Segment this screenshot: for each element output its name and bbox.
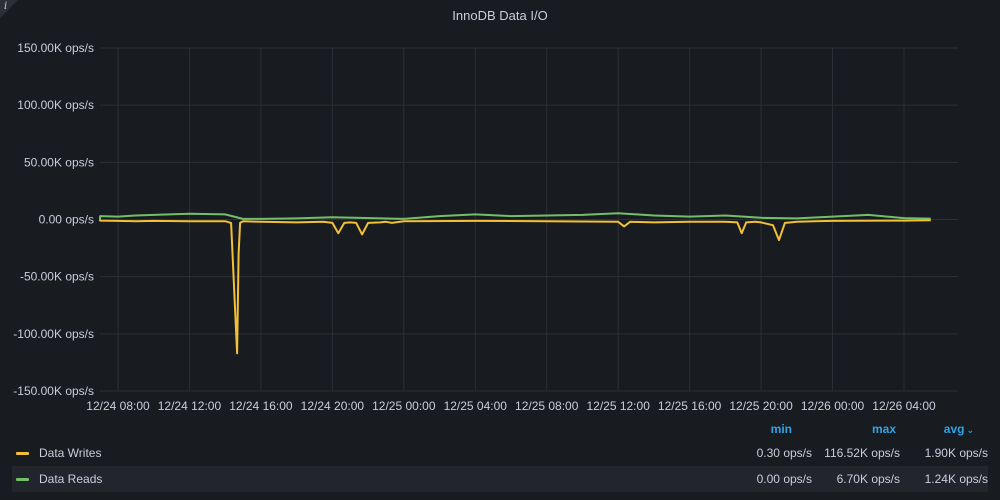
- series-line-data-writes: [99, 219, 931, 355]
- x-tick-label: 12/26 00:00: [801, 399, 865, 413]
- y-tick-label: 50.00K ops/s: [24, 155, 94, 169]
- series-color-swatch: [16, 452, 29, 455]
- legend-series-name[interactable]: Data Reads: [39, 472, 103, 486]
- y-tick-label: 0.00 ops/s: [39, 213, 94, 227]
- legend-header: min max avg ⌄: [12, 418, 988, 440]
- legend-row-data-reads[interactable]: Data Reads 0.00 ops/s 6.70K ops/s 1.24K …: [12, 466, 988, 492]
- x-tick-label: 12/26 04:00: [872, 399, 936, 413]
- timeseries-chart[interactable]: 150.00K ops/s 100.00K ops/s 50.00K ops/s 0.…: [0, 0, 1000, 415]
- legend-min-value: 0.30 ops/s: [756, 446, 812, 460]
- y-tick-label: 150.00K ops/s: [17, 41, 94, 55]
- x-axis: 12/24 08:00 12/24 12:00 12/24 16:00 12/24 2…: [86, 399, 936, 413]
- series-line-data-reads: [99, 212, 931, 220]
- chevron-down-icon[interactable]: ⌄: [966, 425, 974, 435]
- y-tick-label: -50.00K ops/s: [20, 270, 94, 284]
- y-tick-label: -150.00K ops/s: [13, 384, 94, 398]
- y-tick-label: 100.00K ops/s: [17, 98, 94, 112]
- x-tick-label: 12/24 08:00: [86, 399, 150, 413]
- legend-header-avg[interactable]: avg ⌄: [944, 422, 974, 436]
- grid: [100, 47, 958, 392]
- legend-row-data-writes[interactable]: Data Writes 0.30 ops/s 116.52K ops/s 1.9…: [12, 440, 988, 466]
- x-tick-label: 12/25 12:00: [586, 399, 650, 413]
- x-tick-label: 12/25 20:00: [729, 399, 793, 413]
- legend-avg-value: 1.90K ops/s: [924, 446, 988, 460]
- y-axis: 150.00K ops/s 100.00K ops/s 50.00K ops/s 0.…: [13, 41, 94, 398]
- legend-header-avg-label[interactable]: avg: [943, 422, 965, 436]
- series-color-swatch: [16, 478, 29, 481]
- panel-title[interactable]: InnoDB Data I/O: [452, 8, 548, 23]
- legend-max-value: 116.52K ops/s: [824, 446, 900, 460]
- info-icon[interactable]: i: [4, 1, 8, 12]
- legend: min max avg ⌄ Data Writes 0.30 ops/s 116.…: [12, 418, 988, 492]
- series-lines: [99, 212, 931, 355]
- legend-header-min[interactable]: min: [770, 422, 792, 436]
- x-tick-label: 12/24 16:00: [229, 399, 293, 413]
- x-tick-label: 12/25 00:00: [372, 399, 436, 413]
- x-tick-label: 12/24 12:00: [158, 399, 222, 413]
- legend-series-name[interactable]: Data Writes: [39, 446, 102, 460]
- legend-max-value: 6.70K ops/s: [836, 472, 900, 486]
- legend-min-value: 0.00 ops/s: [756, 472, 812, 486]
- y-tick-label: -100.00K ops/s: [13, 327, 94, 341]
- x-tick-label: 12/24 20:00: [301, 399, 365, 413]
- x-tick-label: 12/25 04:00: [444, 399, 508, 413]
- legend-avg-value: 1.24K ops/s: [924, 472, 988, 486]
- legend-header-max[interactable]: max: [871, 422, 896, 436]
- x-tick-label: 12/25 08:00: [515, 399, 579, 413]
- x-tick-label: 12/25 16:00: [658, 399, 722, 413]
